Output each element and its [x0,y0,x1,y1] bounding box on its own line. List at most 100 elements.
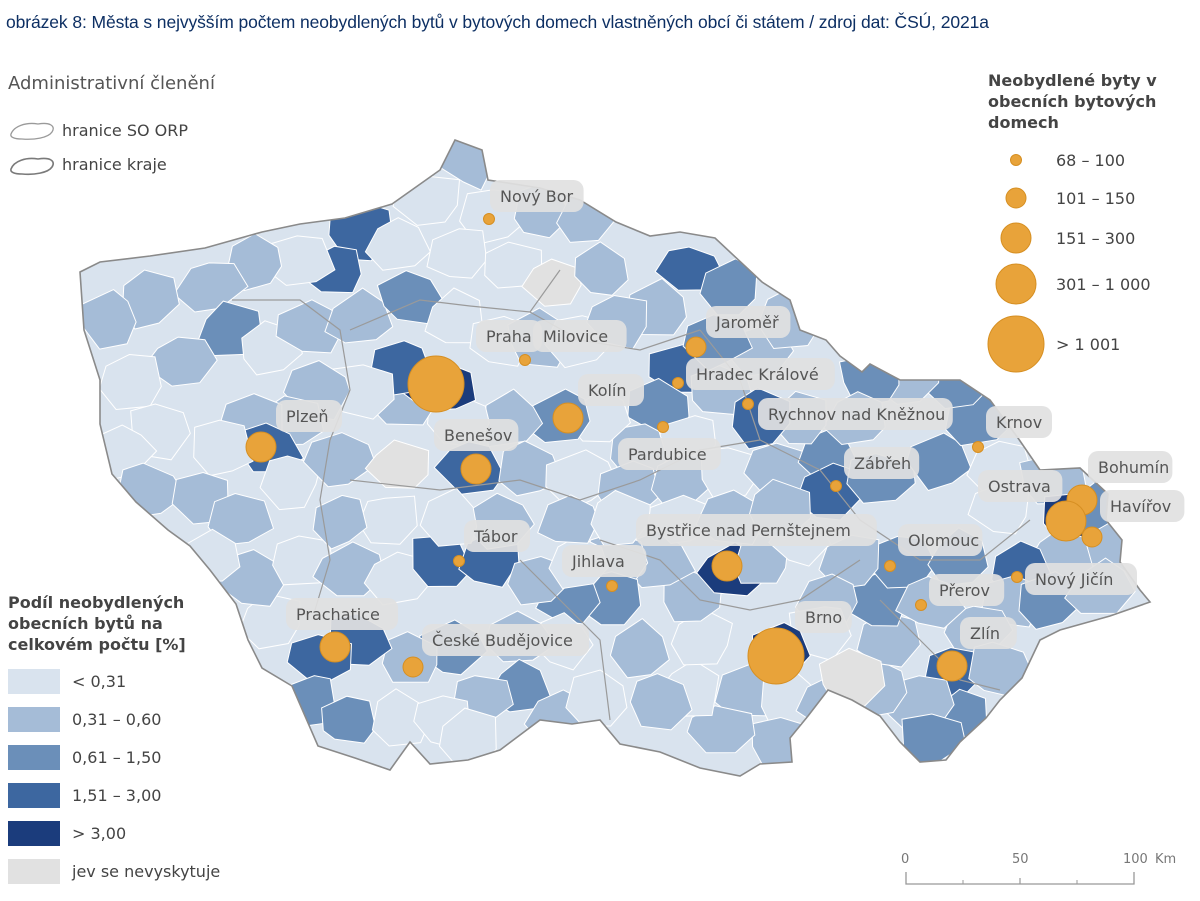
city-label-box [618,438,721,470]
symbol-legend-circles [987,154,1045,373]
symbol-legend-title: Neobydlené byty v obecních bytových dome… [988,71,1157,132]
class-swatch [8,859,60,884]
city-label-box [960,617,1017,649]
admin-legend-title: Administrativní členění [8,73,215,94]
region-boundary-icon [8,153,56,181]
class-label: 1,51 – 3,00 [72,786,162,805]
city-label: Plzeň [276,400,342,432]
city-symbol [915,599,927,611]
city-symbol [245,431,277,463]
city-name: Jaroměř [715,313,779,332]
district-polygon [424,287,483,344]
city-symbol [830,480,842,492]
city-label-box [898,524,983,556]
district-polygon [609,617,670,679]
size-class-circle [1005,187,1027,209]
city-label-box [706,306,791,338]
city-symbol [1081,526,1103,548]
city-label: České Budějovice [422,624,590,656]
city-label-box [1025,563,1137,595]
city-name: Benešov [444,426,512,445]
city-name: Zábřeh [854,454,911,473]
choropleth-legend-title: Podíl neobydlených obecních bytů na celk… [8,593,186,654]
city-label: Nový Bor [490,180,584,212]
district-polygon [364,439,430,489]
city-label: Benešov [434,419,519,451]
size-class-label: 68 – 100 [1056,151,1126,170]
city-symbol [747,627,805,685]
size-class-label: 301 – 1 000 [1056,275,1151,294]
city-label: Zábřeh [844,447,920,479]
city-label-box [686,358,835,390]
city-symbol [407,355,465,413]
city-symbol [606,580,618,592]
city-name: Olomouc [908,531,979,550]
city-symbol [936,650,968,682]
class-swatch [8,669,60,694]
city-label-box [578,374,644,406]
city-label: Bystřice nad Pernštejnem [636,514,877,546]
size-class-label: > 1 001 [1056,335,1121,354]
region-boundary-label: hranice kraje [62,155,167,174]
class-label: 0,61 – 1,50 [72,748,162,767]
district-polygon [312,494,368,550]
city-name: Zlín [970,624,1000,643]
scale-tick-50: 50 [1012,852,1029,867]
city-symbol [657,421,669,433]
district-polygon [590,489,652,547]
class-swatch [8,821,60,846]
size-class-circle [987,315,1045,373]
size-class-label: 151 – 300 [1056,229,1136,248]
class-label: > 3,00 [72,824,127,843]
district-polygon [537,494,600,544]
city-label-box [978,470,1063,502]
city-symbol [685,336,707,358]
city-symbol [1011,571,1023,583]
city-name: Plzeň [286,407,328,426]
district-polygon [484,241,543,289]
city-label: Havířov [1100,490,1185,522]
size-class-label: 101 – 150 [1056,189,1136,208]
city-symbol [711,550,743,582]
city-symbol [972,441,984,453]
district-polygon [207,492,275,546]
city-name: Milovice [543,327,608,346]
district-polygon [820,709,879,765]
city-name: Nový Jičín [1035,570,1113,589]
city-name: Bystřice nad Pernštejnem [646,521,851,540]
city-label-box [533,320,627,352]
city-name: Přerov [939,581,990,600]
city-label: Praha [476,320,542,352]
city-name: Hradec Králové [696,365,819,384]
city-label: Pardubice [618,438,721,470]
class-swatch [8,707,60,732]
city-name: Jihlava [571,552,625,571]
orp-boundary-icon [8,120,56,146]
city-name: Prachatice [296,605,380,624]
city-name: Nový Bor [500,187,574,206]
city-label: Přerov [929,574,1005,606]
city-label-box [1100,490,1185,522]
district-polygon [324,287,394,344]
city-label-box [758,398,953,430]
city-label-box [795,601,852,633]
class-swatch [8,745,60,770]
city-name: Pardubice [628,445,707,464]
city-symbol [483,213,495,225]
city-label-box [490,180,584,212]
city-labels: Nový Bor Praha Milovice Jaroměř Kolín Hradec … [276,180,1185,656]
city-name: Kolín [588,381,627,400]
size-class-circle [1010,154,1022,166]
city-label: Nový Jičín [1025,563,1137,595]
district-polygon [670,608,733,666]
district-polygon [302,432,377,488]
city-symbol [460,453,492,485]
district-polygon [686,705,756,754]
city-label: Olomouc [898,524,983,556]
city-label-box [464,520,530,552]
city-label-box [434,419,519,451]
city-name: Ostrava [988,477,1051,496]
scale-bar [905,872,1135,885]
city-label-box [986,406,1052,438]
